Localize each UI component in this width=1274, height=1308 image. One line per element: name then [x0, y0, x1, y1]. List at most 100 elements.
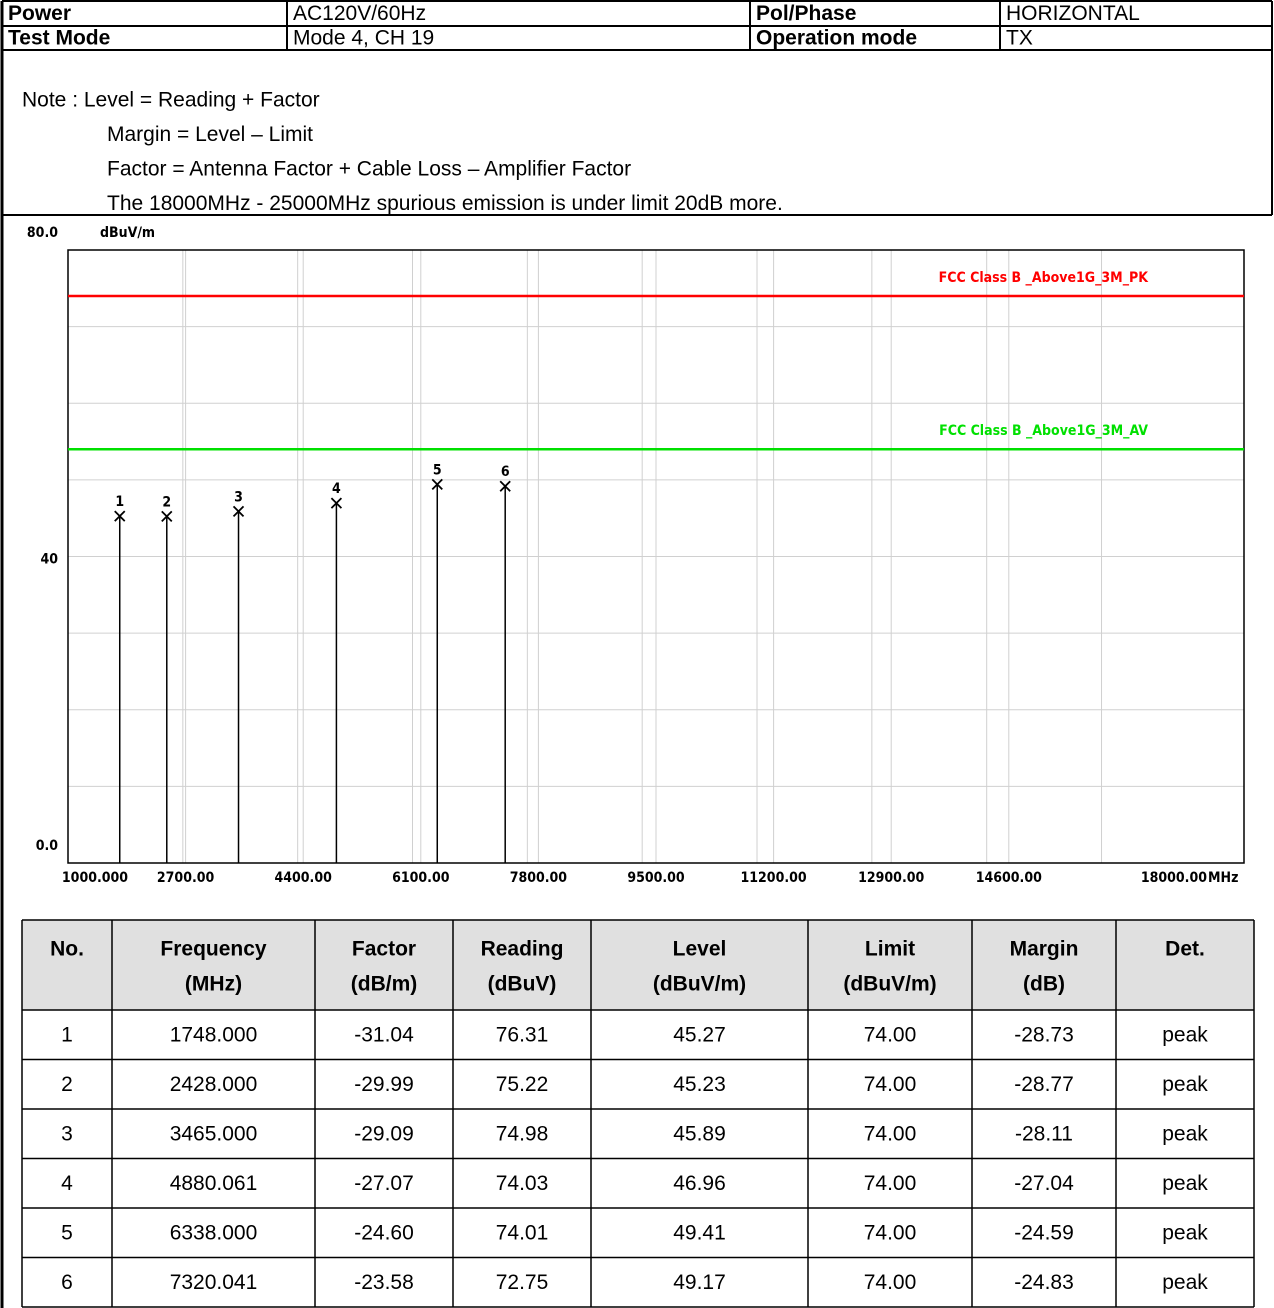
table-cell: 45.23	[673, 1073, 726, 1096]
marker-label: 4	[332, 481, 341, 497]
table-cell: 74.00	[864, 1221, 917, 1244]
table-cell: -28.11	[1015, 1122, 1073, 1145]
column-header: Reading	[481, 938, 564, 961]
x-tick-label: 7800.00	[510, 870, 568, 886]
header-label: Power	[8, 2, 71, 25]
table-cell: 4880.061	[170, 1172, 258, 1195]
table-cell: -29.09	[354, 1122, 414, 1145]
column-header: Margin	[1010, 938, 1079, 961]
table-cell: peak	[1162, 1073, 1208, 1096]
y-unit: dBuV/m	[100, 225, 155, 241]
column-header: (dBuV/m)	[843, 973, 936, 996]
table-cell: -27.07	[354, 1172, 414, 1195]
table-cell: 74.00	[864, 1122, 917, 1145]
table-cell: 74.00	[864, 1271, 917, 1294]
note-line: The 18000MHz - 25000MHz spurious emissio…	[107, 192, 783, 215]
marker	[232, 505, 245, 518]
table-cell: -27.04	[1014, 1172, 1074, 1195]
table-cell: 45.27	[673, 1023, 726, 1046]
x-tick-label: 11200.00	[741, 870, 807, 886]
marker	[499, 480, 511, 492]
column-header: (dBuV)	[488, 973, 557, 996]
plot-frame	[67, 249, 1245, 864]
header-value: HORIZONTAL	[1006, 2, 1140, 25]
column-header: (dBuV/m)	[653, 973, 746, 996]
marker-label: 5	[433, 462, 442, 478]
table-cell: -31.04	[354, 1023, 414, 1046]
column-header: Limit	[865, 938, 915, 961]
table-cell: peak	[1162, 1122, 1208, 1145]
table-cell: -24.59	[1014, 1221, 1074, 1244]
table-cell: 6338.000	[170, 1221, 258, 1244]
table-cell: 45.89	[673, 1122, 726, 1145]
table-cell: -24.83	[1014, 1271, 1074, 1294]
limit-label: FCC Class B _Above1G_3M_PK	[939, 270, 1150, 286]
column-header: (dB/m)	[351, 973, 418, 996]
table-cell: -28.73	[1014, 1023, 1074, 1046]
x-tick-label: 1000.000	[62, 870, 128, 886]
header-label: Test Mode	[8, 27, 110, 50]
y-tick-label: 0.0	[36, 838, 59, 854]
table-cell: 2428.000	[170, 1073, 258, 1096]
marker	[330, 497, 343, 509]
table-cell: 72.75	[496, 1271, 549, 1294]
x-tick-label: 4400.00	[275, 870, 333, 886]
table-cell: 6	[61, 1271, 73, 1294]
table-cell: 1	[61, 1023, 73, 1046]
column-header: Factor	[352, 938, 416, 961]
column-header: (MHz)	[185, 973, 242, 996]
marker	[161, 510, 173, 523]
table-cell: 46.96	[673, 1172, 726, 1195]
table-cell: 49.41	[673, 1221, 726, 1244]
table-cell: 74.00	[864, 1073, 917, 1096]
column-header: Frequency	[160, 938, 267, 961]
x-tick-label: 14600.00	[976, 870, 1042, 886]
table-cell: 3465.000	[170, 1122, 258, 1145]
x-tick-label: 6100.00	[392, 870, 450, 886]
table-cell: 74.00	[864, 1023, 917, 1046]
column-header: Det.	[1165, 938, 1205, 961]
x-unit: MHz	[1208, 870, 1238, 886]
table-cell: 3	[61, 1122, 73, 1145]
table-cell: 5	[61, 1221, 73, 1244]
table-cell: 49.17	[673, 1271, 726, 1294]
table-cell: peak	[1162, 1023, 1208, 1046]
column-header: (dB)	[1023, 973, 1065, 996]
table-cell: 74.00	[864, 1172, 917, 1195]
table-cell: -28.77	[1014, 1073, 1074, 1096]
table-cell: -23.58	[354, 1271, 414, 1294]
table-cell: 1748.000	[170, 1023, 258, 1046]
table-cell: 74.03	[496, 1172, 549, 1195]
table-header-bg	[22, 920, 1254, 1010]
table-cell: -24.60	[354, 1221, 414, 1244]
marker-label: 1	[115, 494, 124, 510]
marker-label: 3	[234, 489, 243, 505]
limit-label: FCC Class B _Above1G_3M_AV	[939, 423, 1148, 439]
y-tick-label: 40	[40, 552, 58, 568]
column-header: Level	[673, 938, 727, 961]
table-cell: 75.22	[496, 1073, 549, 1096]
table-cell: -29.99	[354, 1073, 414, 1096]
x-tick-label: 18000.00	[1141, 870, 1207, 886]
note-line: Note : Level = Reading + Factor	[22, 89, 320, 112]
marker-label: 2	[162, 494, 171, 510]
marker	[431, 478, 443, 491]
header-label: Operation mode	[756, 27, 917, 50]
table-cell: 74.98	[496, 1122, 549, 1145]
table-cell: peak	[1162, 1221, 1208, 1244]
table-cell: 76.31	[496, 1023, 549, 1046]
marker-label: 6	[501, 464, 510, 480]
y-tick-label: 80.0	[27, 225, 58, 241]
table-cell: peak	[1162, 1271, 1208, 1294]
note-line: Margin = Level – Limit	[107, 123, 313, 146]
table-cell: 7320.041	[170, 1271, 258, 1294]
header-value: Mode 4, CH 19	[293, 27, 434, 50]
marker	[114, 510, 126, 522]
table-cell: 4	[61, 1172, 73, 1195]
column-header: No.	[50, 938, 84, 961]
table-cell: 74.01	[496, 1221, 549, 1244]
table-cell: 2	[61, 1073, 73, 1096]
header-label: Pol/Phase	[756, 2, 856, 25]
note-line: Factor = Antenna Factor + Cable Loss – A…	[107, 158, 631, 181]
